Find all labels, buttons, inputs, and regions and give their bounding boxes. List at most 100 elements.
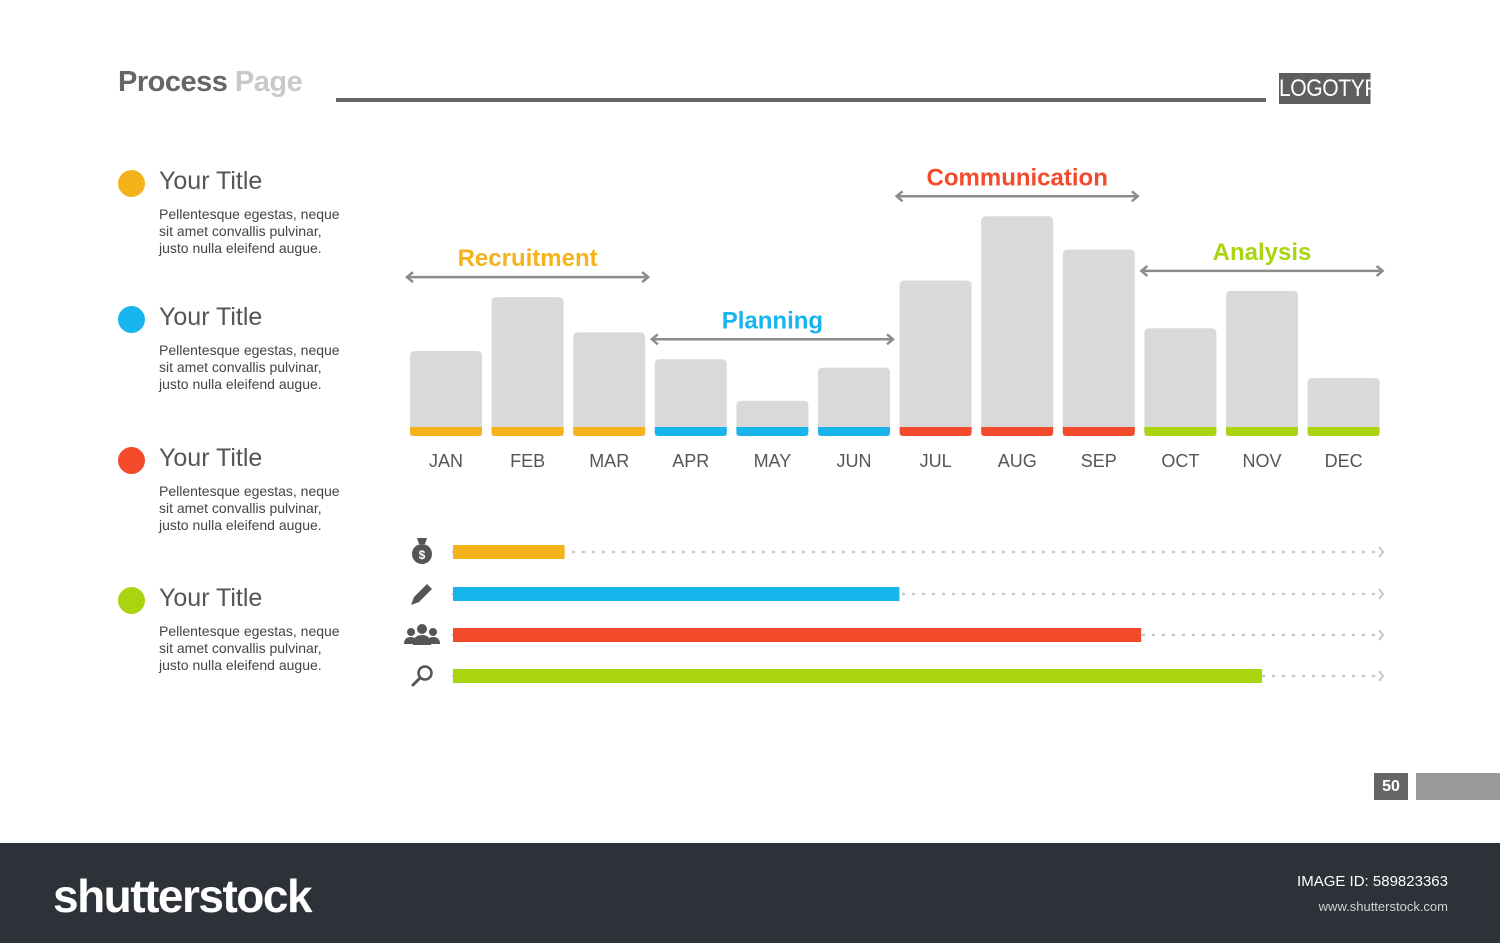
bar-dec: DEC: [1307, 377, 1380, 471]
progress-track-end-icon: [1378, 588, 1385, 600]
footer-image-id: IMAGE ID: 589823363: [1297, 873, 1448, 890]
legend-dot: [118, 170, 145, 197]
bar-sep: SEP: [1062, 249, 1135, 471]
legend-title: Your Title: [159, 584, 263, 612]
bar-phase-stripe: [1144, 427, 1217, 436]
bar-body: [1062, 249, 1135, 436]
progress-row: [411, 665, 1385, 687]
page-number: 50: [1374, 773, 1408, 800]
bar-body: [654, 359, 727, 436]
svg-text:$: $: [419, 548, 426, 562]
legend-description: Pellentesque egestas, neque sit amet con…: [159, 342, 340, 392]
x-tick-label: MAY: [754, 451, 792, 471]
phase-label: Communication: [927, 164, 1108, 191]
bar-phase-stripe: [736, 427, 809, 436]
x-tick-label: APR: [672, 451, 709, 471]
x-tick-label: JAN: [429, 451, 463, 471]
phase-bracket-left-arrow: [649, 333, 659, 346]
bar-aug: AUG: [981, 216, 1054, 471]
bar-oct: OCT: [1144, 328, 1217, 471]
bar-body: [818, 367, 890, 436]
bar-phase-stripe: [573, 427, 646, 436]
money-bag-icon: $: [412, 538, 432, 564]
bar-phase-stripe: [899, 427, 972, 436]
legend-description: Pellentesque egestas, neque sit amet con…: [159, 483, 340, 533]
phase-bracket-left-arrow: [405, 271, 414, 284]
bar-phase-stripe: [1307, 427, 1380, 436]
bar-body: [899, 280, 972, 436]
pencil-icon: [411, 584, 432, 605]
phase-bracket-right-arrow: [1375, 264, 1385, 277]
bar-body: [981, 216, 1054, 436]
bar-body: [1307, 377, 1380, 436]
page-title: Process Page: [118, 66, 303, 99]
page-title-word-1: Process: [118, 66, 228, 98]
bar-phase-stripe: [491, 427, 564, 436]
bar-feb: FEB: [491, 297, 564, 471]
bar-jun: JUN: [818, 367, 890, 471]
bar-may: MAY: [736, 400, 809, 471]
page-number-bar: [1416, 773, 1500, 800]
progress-row: [404, 624, 1385, 645]
phase-recruitment: Recruitment: [405, 245, 651, 284]
image-id-label: IMAGE ID:: [1297, 873, 1369, 890]
phase-analysis: Analysis: [1139, 239, 1385, 277]
phase-planning: Planning: [649, 307, 895, 346]
header-divider: [336, 98, 1266, 102]
phase-communication: Communication: [894, 164, 1140, 203]
magnifier-icon: [411, 665, 433, 687]
process-chart: JAN FEB MAR APR MAY JUN JUL AUG SEP OCT NOV DEC Recr…: [404, 164, 1385, 687]
legend-dot: [118, 587, 145, 614]
phase-bracket-left-arrow: [894, 190, 904, 203]
footer-brand: shutterstock: [53, 870, 313, 922]
bar-body: [491, 297, 564, 436]
legend-title: Your Title: [159, 444, 263, 472]
bar-jan: JAN: [410, 351, 482, 471]
people-icon: [404, 624, 440, 645]
x-tick-label: NOV: [1242, 451, 1281, 471]
bar-phase-stripe: [410, 427, 482, 436]
progress-track-end-icon: [1378, 629, 1385, 641]
bar-phase-stripe: [818, 427, 890, 436]
bar-phase-stripe: [1062, 427, 1135, 436]
bar-body: [573, 332, 646, 436]
footer-url: www.shutterstock.com: [1318, 899, 1448, 914]
x-tick-label: OCT: [1161, 451, 1199, 471]
footer: [0, 843, 1500, 943]
x-tick-label: SEP: [1081, 451, 1117, 471]
x-tick-label: AUG: [998, 451, 1037, 471]
x-tick-label: DEC: [1325, 451, 1363, 471]
bar-body: [410, 351, 482, 436]
bar-jul: JUL: [899, 280, 972, 471]
progress-track-end-icon: [1378, 546, 1385, 558]
progress-bar: [453, 545, 565, 559]
legend-description: Pellentesque egestas, neque sit amet con…: [159, 623, 340, 673]
legend-title: Your Title: [159, 167, 263, 195]
image-id-value: 589823363: [1372, 873, 1448, 890]
x-tick-label: JUL: [920, 451, 952, 471]
progress-bar: [453, 669, 1263, 683]
x-tick-label: MAR: [589, 451, 629, 471]
progress-row: $: [412, 538, 1385, 564]
bar-mar: MAR: [573, 332, 646, 471]
x-tick-label: JUN: [837, 451, 872, 471]
legend-dot: [118, 447, 145, 474]
progress-row: [411, 584, 1385, 605]
phase-label: Analysis: [1213, 239, 1312, 266]
bar-body: [1226, 290, 1298, 436]
legend-title: Your Title: [159, 303, 263, 331]
legend-dot: [118, 306, 145, 333]
phase-bracket-right-arrow: [641, 271, 651, 284]
bar-phase-stripe: [1226, 427, 1298, 436]
phase-label: Planning: [722, 307, 823, 334]
phase-bracket-left-arrow: [1139, 264, 1149, 277]
phase-label: Recruitment: [458, 245, 598, 272]
bar-phase-stripe: [981, 427, 1054, 436]
progress-bar: [453, 587, 900, 601]
phase-bracket-right-arrow: [1130, 190, 1140, 203]
bar-nov: NOV: [1226, 290, 1298, 471]
bar-body: [1144, 328, 1217, 436]
page-title-word-2: Page: [234, 66, 303, 98]
legend-description: Pellentesque egestas, neque sit amet con…: [159, 206, 340, 256]
phase-bracket-right-arrow: [886, 333, 895, 346]
